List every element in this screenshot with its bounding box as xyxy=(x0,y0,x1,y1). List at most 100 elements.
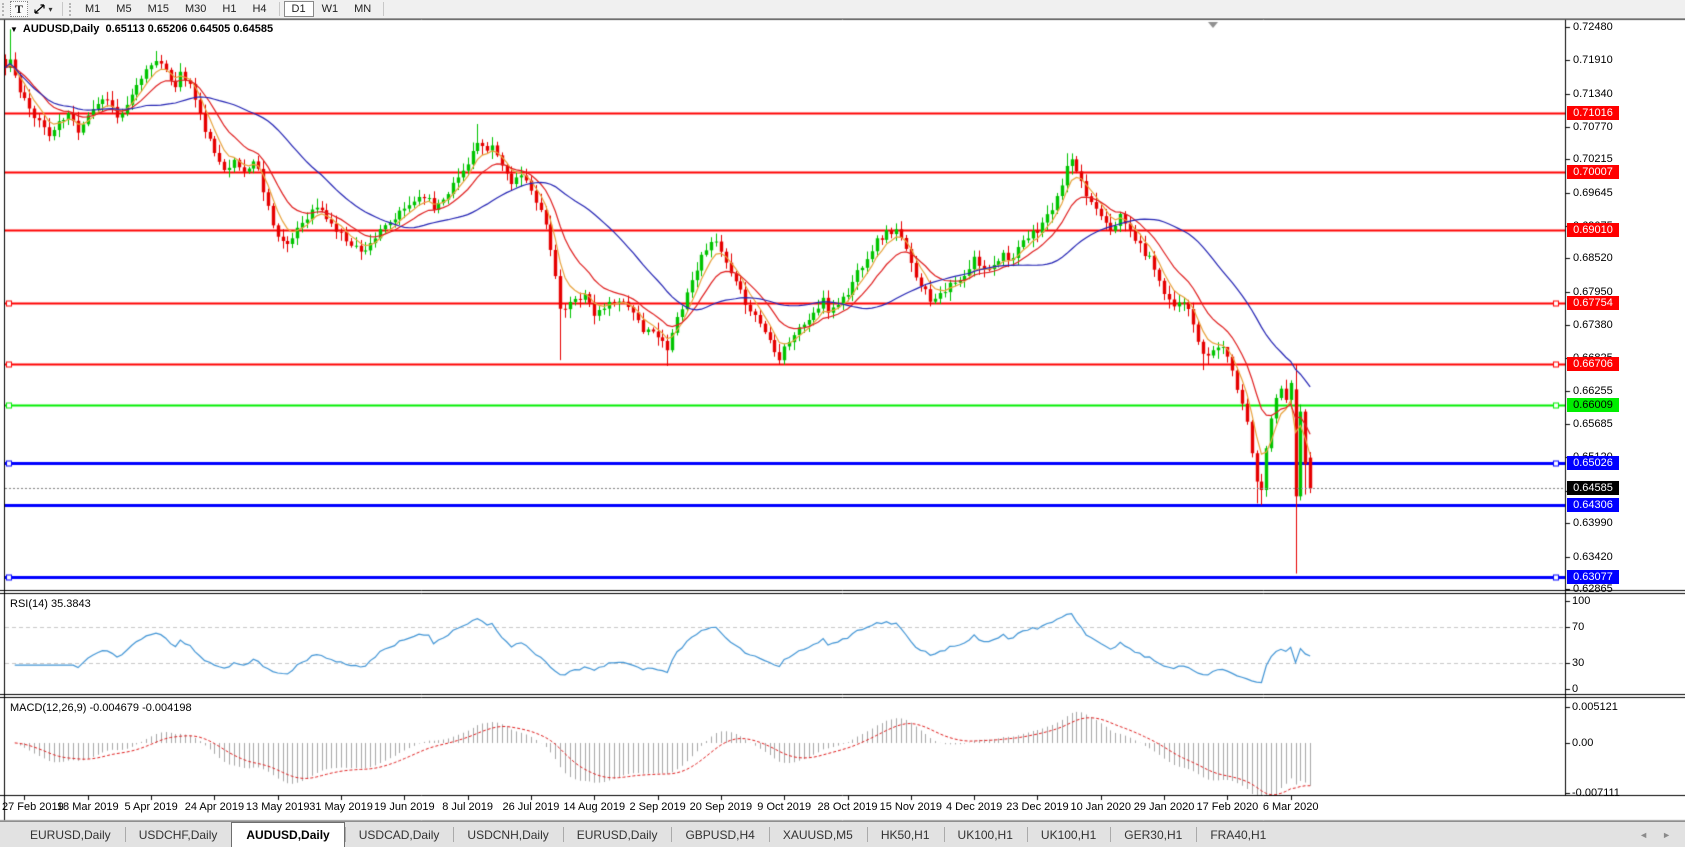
date-label: 20 Sep 2019 xyxy=(689,801,753,813)
toolbar-separator xyxy=(62,2,63,16)
price-tick-label: 0.67380 xyxy=(1573,319,1613,332)
timeframe-button-h1[interactable]: H1 xyxy=(214,1,244,17)
tab-scroll-left-icon[interactable]: ◄ xyxy=(1639,829,1649,840)
date-label: 4 Dec 2019 xyxy=(945,801,1003,813)
rsi-indicator-label: RSI(14) 35.3843 xyxy=(10,598,91,610)
chart-tab-usdcnh-daily[interactable]: USDCNH,Daily xyxy=(453,822,562,847)
chart-tab-usdcad-daily[interactable]: USDCAD,Daily xyxy=(344,822,454,847)
macd-scale-label: 0.005121 xyxy=(1572,701,1618,714)
hline-price-label[interactable]: 0.65026 xyxy=(1567,455,1619,470)
price-tick-label: 0.66255 xyxy=(1573,384,1613,397)
hline-price-label[interactable]: 0.70007 xyxy=(1567,164,1619,179)
text-tool-button[interactable]: T xyxy=(10,1,28,17)
date-label: 14 Aug 2019 xyxy=(563,801,626,813)
price-tick-label: 0.70770 xyxy=(1573,120,1613,133)
hline-price-label[interactable]: 0.63077 xyxy=(1567,569,1619,584)
price-tick-label: 0.72480 xyxy=(1573,21,1613,33)
price-tick-label: 0.68520 xyxy=(1573,252,1613,265)
text-tool-icon: T xyxy=(14,1,23,16)
toolbar-grip[interactable] xyxy=(2,2,7,16)
timeframe-button-m5[interactable]: M5 xyxy=(108,1,139,17)
price-tick-label: 0.71340 xyxy=(1573,87,1613,100)
pointer-tool-icon xyxy=(34,4,46,14)
date-label: 24 Apr 2019 xyxy=(184,801,245,813)
date-label: 15 Nov 2019 xyxy=(879,801,943,813)
date-label: 2 Sep 2019 xyxy=(629,801,686,813)
price-tick-label: 0.65685 xyxy=(1573,418,1613,431)
price-tick-label: 0.63990 xyxy=(1573,517,1613,530)
ohlc-close: 0.64585 xyxy=(233,23,274,35)
chart-tab-usdchf-daily[interactable]: USDCHF,Daily xyxy=(124,822,232,847)
hline-price-label[interactable]: 0.69010 xyxy=(1567,222,1619,237)
chart-tab-bar: EURUSD,Daily USDCHF,Daily AUDUSD,Daily USDC… xyxy=(0,821,1685,847)
price-tick-label: 0.67950 xyxy=(1573,285,1613,298)
macd-scale-label: 0.00 xyxy=(1572,737,1594,749)
current-price-label: 0.64585 xyxy=(1567,481,1619,496)
ohlc-low: 0.64505 xyxy=(190,23,231,35)
chart-tab-eurusd-daily[interactable]: EURUSD,Daily xyxy=(30,827,111,842)
pointer-tool-button[interactable]: ▾ xyxy=(28,1,58,17)
hline-price-label[interactable]: 0.64306 xyxy=(1567,497,1619,512)
chart-title: ▼ AUDUSD,Daily 0.65113 0.65206 0.64505 0.… xyxy=(10,23,273,35)
date-label: 29 Jan 2020 xyxy=(1133,801,1195,813)
timeframe-button-d1[interactable]: D1 xyxy=(283,1,314,17)
date-label: 13 May 2019 xyxy=(245,801,310,813)
toolbar: T ▾ M1 M5 M15 M30 H1 H4 D1 W1 MN xyxy=(0,0,1685,19)
date-label: 18 Mar 2019 xyxy=(56,801,119,813)
price-tick-label: 0.70215 xyxy=(1573,153,1613,166)
date-label: 9 Oct 2019 xyxy=(757,801,812,813)
chart-tab-hk50-h1[interactable]: HK50,H1 xyxy=(866,822,944,847)
timeframe-button-h4[interactable]: H4 xyxy=(244,1,274,17)
hline-price-label[interactable]: 0.66706 xyxy=(1567,357,1619,372)
date-label: 6 Mar 2020 xyxy=(1262,801,1319,813)
chart-symbol: AUDUSD,Daily xyxy=(22,23,100,35)
symbol-dropdown-icon[interactable]: ▼ xyxy=(10,25,18,34)
rsi-level-label: 70 xyxy=(1572,621,1585,634)
rsi-level-label: 0 xyxy=(1572,683,1579,695)
rsi-level-label: 100 xyxy=(1572,595,1591,607)
date-label: 17 Feb 2020 xyxy=(1196,801,1259,813)
date-label: 10 Jan 2020 xyxy=(1070,801,1132,813)
tab-scroll-right-icon[interactable]: ► xyxy=(1662,829,1671,840)
price-tick-label: 0.71910 xyxy=(1573,54,1613,67)
price-tick-label: 0.69645 xyxy=(1573,186,1613,199)
hline-price-label[interactable]: 0.67754 xyxy=(1567,296,1619,311)
hline-price-label[interactable]: 0.71016 xyxy=(1567,105,1619,120)
ohlc-high: 0.65206 xyxy=(147,23,188,35)
chart-tab-gbpusd-h4[interactable]: GBPUSD,H4 xyxy=(671,822,768,847)
chart-tab-xauusd-m5[interactable]: XAUUSD,M5 xyxy=(768,822,867,847)
timeframe-button-w1[interactable]: W1 xyxy=(314,1,347,17)
hline-price-label[interactable]: 0.66009 xyxy=(1567,398,1619,413)
date-label: 31 May 2019 xyxy=(309,801,373,813)
timeframe-button-m1[interactable]: M1 xyxy=(77,1,108,17)
date-label: 23 Dec 2019 xyxy=(1006,801,1069,813)
chart-tab-audusd-daily[interactable]: AUDUSD,Daily xyxy=(231,822,345,847)
chart-tab-uk100-h1[interactable]: UK100,H1 xyxy=(1026,822,1110,847)
price-tick-label: 0.62865 xyxy=(1573,582,1613,595)
chart-tab-fra40-h1[interactable]: FRA40,H1 xyxy=(1196,822,1280,847)
chart-tab-uk100-h1[interactable]: UK100,H1 xyxy=(943,822,1027,847)
macd-scale-label: -0.007111 xyxy=(1572,786,1620,799)
toolbar-grip[interactable] xyxy=(69,2,74,16)
date-label: 28 Oct 2019 xyxy=(817,801,878,813)
timeframe-button-m30[interactable]: M30 xyxy=(177,1,214,17)
chart-tab-eurusd-daily[interactable]: EURUSD,Daily xyxy=(562,822,672,847)
price-tick-label: 0.63420 xyxy=(1573,550,1613,563)
timeframe-button-mn[interactable]: MN xyxy=(346,1,379,17)
date-label: 27 Feb 2019 xyxy=(2,801,64,813)
toolbar-separator xyxy=(278,2,280,16)
date-label: 19 Jun 2019 xyxy=(374,801,435,813)
timeframe-toolbar: M1 M5 M15 M30 H1 H4 D1 W1 MN xyxy=(77,1,388,17)
toolbar-separator xyxy=(383,2,385,16)
macd-indicator-label: MACD(12,26,9) -0.004679 -0.004198 xyxy=(10,702,192,714)
chart-tab-ger30-h1[interactable]: GER30,H1 xyxy=(1110,822,1196,847)
ohlc-open: 0.65113 xyxy=(105,23,145,35)
rsi-level-label: 30 xyxy=(1572,656,1585,669)
date-label: 8 Jul 2019 xyxy=(442,801,494,813)
date-label: 5 Apr 2019 xyxy=(124,801,178,813)
date-label: 26 Jul 2019 xyxy=(502,801,560,813)
timeframe-button-m15[interactable]: M15 xyxy=(140,1,177,17)
